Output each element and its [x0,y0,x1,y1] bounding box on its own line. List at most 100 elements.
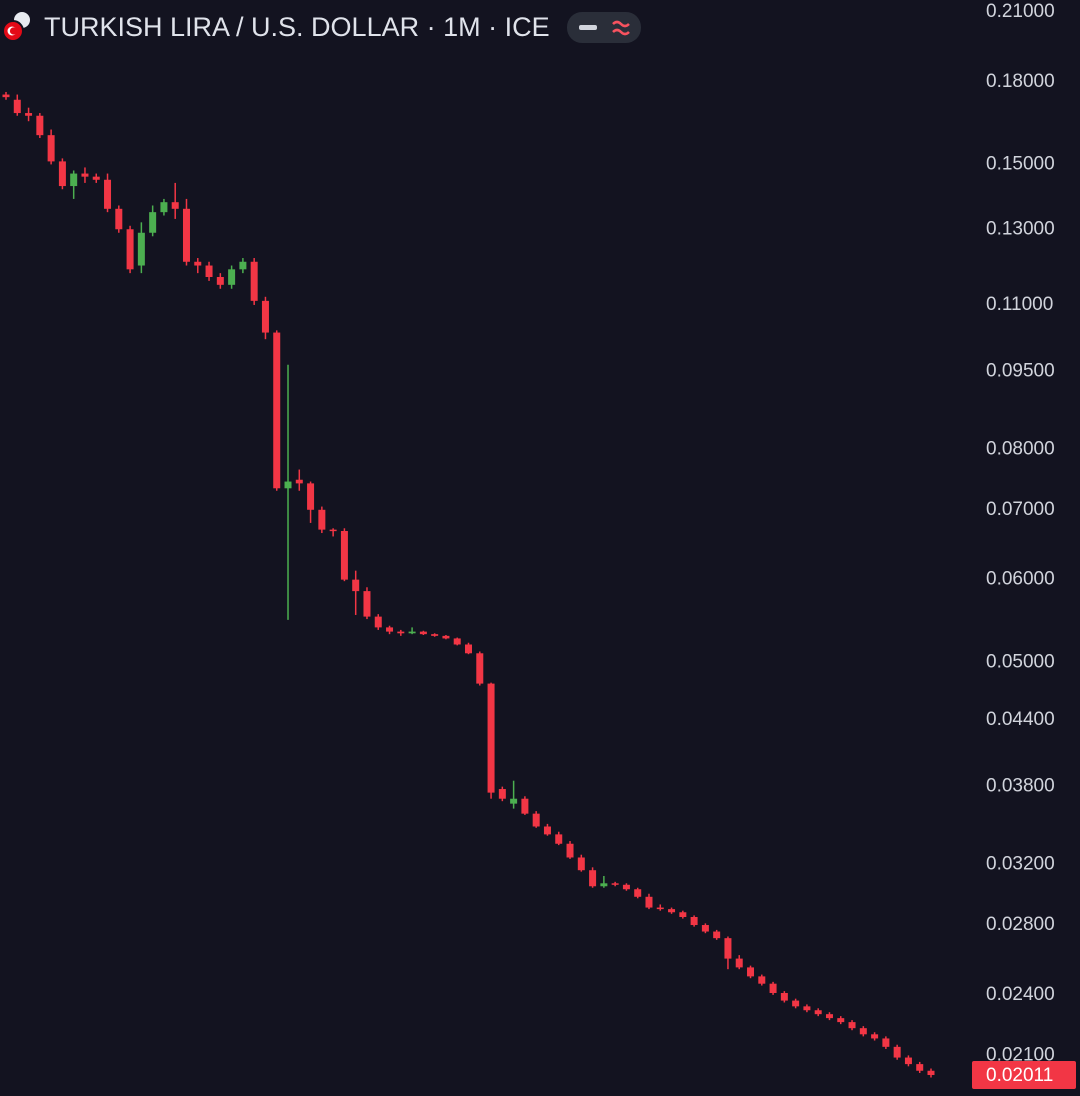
candle-body [848,1022,856,1029]
candle-body [724,938,732,959]
y-tick-label: 0.07000 [986,499,1055,520]
candle-body [92,176,100,180]
candle-body [352,579,360,592]
status-pill [567,12,641,43]
candle-body [419,631,427,635]
candle-body [137,232,145,266]
candle-body [205,265,213,278]
tr-crescent-cut [9,27,18,35]
candle-body [780,992,788,1001]
last-price-label: 0.02011 [986,1065,1053,1086]
candle-body [329,529,337,532]
candle-body [81,173,89,177]
y-tick-label: 0.02400 [986,984,1055,1005]
candle-body [171,202,179,209]
y-tick-label: 0.08000 [986,438,1055,459]
candle-body [340,530,348,580]
candle-body [645,896,653,908]
candle-body [825,1014,833,1019]
candle-body [284,481,292,489]
candle-body [295,479,303,484]
candle-body [431,634,439,636]
candle-body [273,332,281,489]
candle-body [577,857,585,871]
candle-body [837,1018,845,1023]
candle-body [487,683,495,793]
candle-body [871,1034,879,1039]
candle-body [261,300,269,333]
y-tick-label: 0.18000 [986,71,1055,92]
candle-body [13,99,21,114]
candle-body [476,653,484,684]
candle-body [510,798,518,804]
candle-body [611,883,619,885]
candle-body [735,958,743,968]
candle-body [555,834,563,844]
candle-body [465,644,472,654]
candle-body [882,1038,890,1047]
symbol-icon [2,12,30,42]
candle-body [622,884,630,890]
y-tick-label: 0.09500 [986,360,1055,381]
pill-wave [612,20,630,36]
candle-body [668,909,676,913]
candle-body [228,269,236,285]
candle-body [566,843,574,858]
candle-body [803,1006,811,1011]
candle-body [70,173,78,187]
candle-body [115,208,123,230]
pill-bg [567,12,641,43]
candle-body [600,883,608,887]
pill-dash [579,25,597,30]
candle-body [453,638,461,645]
y-tick-label: 0.21000 [986,1,1055,22]
candle-body [521,798,529,814]
candles [2,91,935,1078]
candle-body [374,616,382,628]
candle-body [498,789,506,799]
candle-body [104,179,112,209]
candle-body [769,983,777,993]
candle-body [149,212,157,233]
candle-body [758,976,766,984]
candle-body [216,277,224,285]
candle-body [442,635,450,639]
candle-body [904,1057,912,1065]
candle-body [893,1046,901,1058]
candle-body [307,483,315,510]
candle-body [47,135,55,162]
candle-body [713,931,721,939]
candle-body [182,208,190,262]
candle-body [408,631,416,634]
candle-body [679,912,687,918]
y-tick-label: 0.05000 [986,651,1055,672]
y-tick-label: 0.02800 [986,914,1055,935]
candle-body [543,826,551,835]
candle-body [589,870,597,887]
y-tick-label: 0.11000 [986,294,1053,315]
y-tick-label: 0.13000 [986,218,1055,239]
candle-body [36,115,44,136]
candle-body [386,627,394,632]
candle-body [701,925,709,932]
candle-body [194,261,202,266]
candle-body [634,889,642,897]
candle-body [25,113,33,116]
candle-body [747,967,755,977]
y-tick-label: 0.02100 [986,1044,1055,1065]
candle-body [318,509,326,530]
price-axis: 0.21000 0.18000 0.15000 0.13000 0.11000 0.095… [972,1,1076,1090]
y-tick-label: 0.06000 [986,569,1055,590]
candle-body [792,1000,800,1007]
chart-title: TURKISH LIRA / U.S. DOLLAR · 1M · ICE [44,12,550,42]
y-tick-label: 0.03200 [986,854,1055,875]
candle-body [916,1064,924,1071]
candle-body [58,161,66,187]
candle-body [160,202,168,213]
candle-body [859,1028,867,1035]
candle-body [690,917,698,926]
candle-body [239,261,247,270]
candle-body [397,631,405,634]
